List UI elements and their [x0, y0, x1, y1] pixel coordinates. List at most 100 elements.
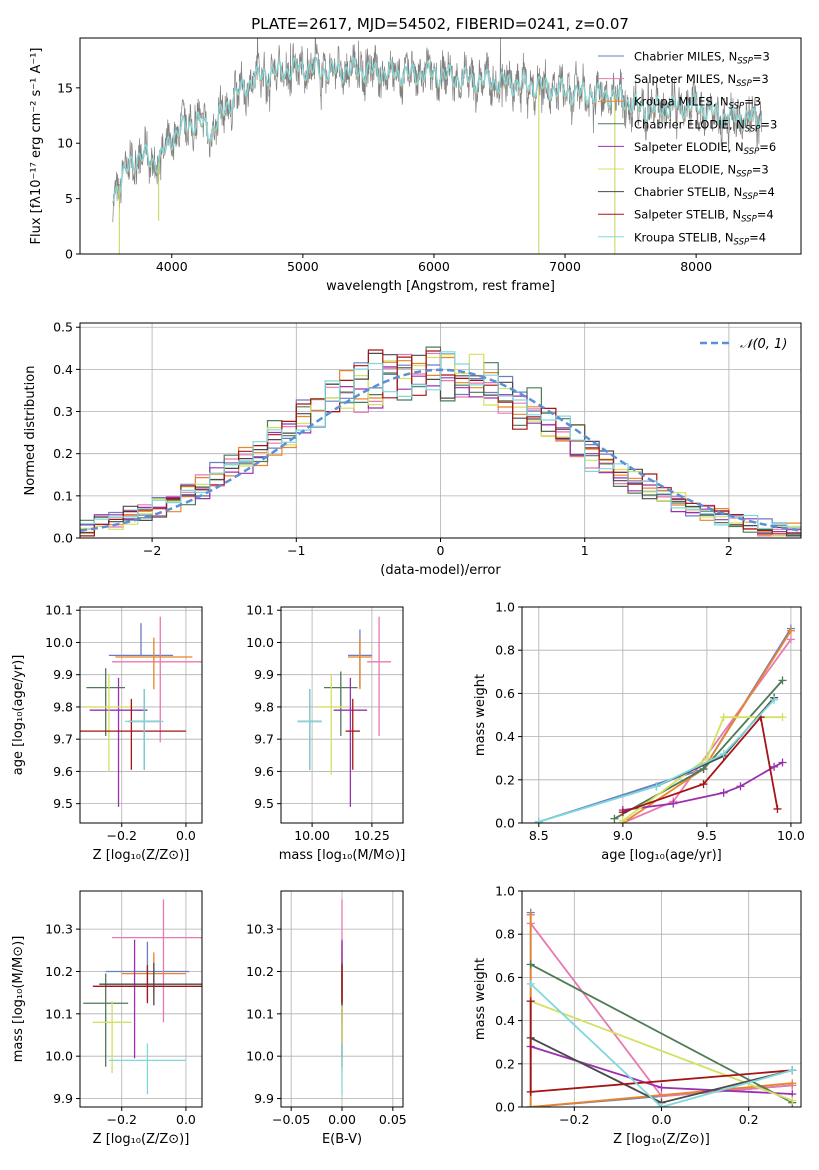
spectrum-ytick-label-0: 0 [65, 247, 73, 262]
residuals-xtick-label-1: −1 [287, 543, 305, 558]
mass-weight-vs-age-xtick-label-2: 9.5 [697, 828, 717, 843]
mass-weight-vs-age-xtick-label-1: 9.0 [613, 828, 633, 843]
age-vs-mass-ytick-label-3: 9.8 [254, 699, 274, 714]
residuals-ylabel: Normed distribution [23, 366, 38, 496]
residuals-xlabel: (data-model)/error [380, 563, 501, 578]
mass-weight-vs-age-plot-area [534, 624, 795, 823]
residuals-gaussian-curve [80, 368, 799, 532]
age-vs-Z-xlabel: Z [log₁₀(Z/Z⊙)] [93, 848, 190, 863]
mass-vs-ebv-xtick-label-1: 0.00 [328, 1112, 356, 1127]
mass-weight-vs-age-axes: 8.5 9.0 9.5 10.0 0.0 0.2 0.4 0.6 0.8 1.0 age [log₁… [473, 600, 805, 864]
age-vs-mass-ytick-label-5: 10.0 [246, 635, 274, 650]
mass-weight-vs-Z-ytick-label-5: 1.0 [495, 884, 515, 899]
mass-vs-Z-ytick-label-0: 9.9 [53, 1091, 73, 1106]
residuals-ytick-label-1: 0.1 [53, 488, 73, 503]
residuals-ytick-label-0: 0.0 [53, 531, 73, 546]
age-vs-mass-ytick-label-2: 9.7 [254, 732, 274, 747]
mass-vs-Z-xtick-label-0: −0.2 [107, 1112, 137, 1127]
mass-vs-ebv-xtick-label-0: −0.05 [272, 1112, 310, 1127]
spectrum-axes: 4000 5000 6000 7000 8000 0 5 10 15 wavelength [An… [29, 37, 802, 294]
mass-weight-vs-Z-xtick-label-2: 0.2 [739, 1112, 759, 1127]
age-vs-Z-ytick-label-1: 9.6 [53, 764, 73, 779]
figure-title: PLATE=2617, MJD=54502, FIBERID=0241, z=0… [251, 15, 629, 33]
mass-weight-vs-age-ytick-label-0: 0.0 [495, 816, 515, 831]
spectrum-ytick-label-1: 5 [65, 191, 73, 206]
age-vs-Z-ytick-label-0: 9.5 [53, 796, 73, 811]
age-vs-Z-ytick-label-6: 10.1 [45, 603, 73, 618]
mass-weight-vs-age-series-4 [622, 761, 783, 811]
mass-vs-ebv-ytick-label-2: 10.1 [246, 1006, 274, 1021]
age-vs-mass-ytick-label-4: 9.9 [254, 667, 274, 682]
spectrum-legend-label-1: Salpeter MILES, NSSP=3 [634, 72, 769, 89]
mass-weight-vs-Z-series-5 [530, 1000, 793, 1102]
mass-vs-Z-xlabel: Z [log₁₀(Z/Z⊙)] [93, 1132, 190, 1147]
spectrum-ytick-label-2: 10 [57, 136, 73, 151]
mass-weight-vs-Z-ytick-label-3: 0.6 [495, 970, 515, 985]
mass-weight-vs-Z-ylabel: mass weight [473, 958, 488, 1040]
age-vs-Z-ytick-label-3: 9.8 [53, 699, 73, 714]
mass-weight-vs-age-xlabel: age [log₁₀(age/yr)] [601, 848, 722, 863]
residuals-legend-label: 𝒩(0, 1) [740, 337, 787, 352]
mass-weight-vs-age-ytick-label-4: 0.8 [495, 643, 515, 658]
spectrum-xtick-label-3: 7000 [549, 259, 581, 274]
spectrum-xlabel: wavelength [Angstrom, rest frame] [326, 279, 555, 294]
mass-weight-vs-age-frame [521, 606, 802, 824]
residuals-ytick-label-2: 0.2 [53, 446, 73, 461]
mass-weight-vs-age-series-5 [622, 716, 783, 822]
mass-vs-Z-ytick-label-4: 10.3 [45, 922, 73, 937]
age-vs-Z-ylabel: age [log₁₀(age/yr)] [11, 655, 26, 776]
mass-weight-vs-Z-xtick-label-0: −0.2 [559, 1112, 589, 1127]
age-vs-mass-ytick-label-6: 10.1 [246, 603, 274, 618]
mass-vs-ebv-xtick-label-2: 0.05 [379, 1112, 407, 1127]
mass-weight-vs-age-xtick-label-0: 8.5 [529, 828, 549, 843]
mass-weight-vs-Z-series-3 [530, 963, 793, 1104]
age-vs-Z-ytick-label-2: 9.7 [53, 732, 73, 747]
age-vs-mass-xtick-label-1: 10.25 [354, 828, 390, 843]
spectrum-ylabel: Flux [fλ10⁻¹⁷ erg cm⁻² s⁻¹ A⁻¹] [29, 48, 44, 245]
mass-weight-vs-age-series-8 [538, 699, 775, 823]
mass-weight-vs-age-xtick-label-3: 10.0 [777, 828, 805, 843]
residuals-ytick-label-5: 0.5 [53, 320, 73, 335]
residuals-xtick-label-2: 0 [437, 543, 445, 558]
spectrum-xtick-label-4: 8000 [680, 259, 712, 274]
spectrum-legend-label-6: Chabrier STELIB, NSSP=4 [634, 185, 775, 202]
spectrum-legend-label-0: Chabrier MILES, NSSP=3 [634, 50, 770, 67]
mass-vs-Z-ylabel: mass [log₁₀(M/M⊙)] [11, 936, 26, 1063]
mass-vs-Z-ytick-label-2: 10.1 [45, 1006, 73, 1021]
age-vs-Z-ytick-label-4: 9.9 [53, 667, 73, 682]
mass-weight-vs-Z-ytick-label-4: 0.8 [495, 927, 515, 942]
mass-vs-Z-axes: −0.2 0.0 9.9 10.0 10.1 10.2 10.3 Z [log₁₀(Z/Z⊙)… [11, 890, 203, 1147]
mass-weight-vs-age-ytick-label-2: 0.4 [495, 729, 515, 744]
age-vs-Z-xtick-label-1: 0.0 [176, 828, 196, 843]
residuals-xtick-label-4: 2 [725, 543, 733, 558]
mass-weight-vs-Z-axes: −0.2 0.0 0.2 0.0 0.2 0.4 0.6 0.8 1.0 Z [log₁₀(Z/Z… [473, 884, 802, 1147]
mass-vs-ebv-axes: −0.05 0.00 0.05 9.9 10.0 10.1 10.2 10.3 E(B-V) [246, 890, 407, 1147]
age-vs-mass-ytick-label-0: 9.5 [254, 796, 274, 811]
spectrum-frame [79, 37, 802, 255]
mass-vs-Z-plot-area [83, 899, 202, 1095]
mass-weight-vs-Z-ytick-label-1: 0.2 [495, 1056, 515, 1071]
age-vs-mass-plot-area [297, 616, 392, 807]
spectrum-plot-area [112, 38, 763, 254]
age-vs-Z-xtick-label-0: −0.2 [107, 828, 137, 843]
mass-vs-Z-xtick-label-1: 0.0 [176, 1112, 196, 1127]
spectrum-model-line-b [112, 56, 763, 203]
spectrum-legend-label-4: Salpeter ELODIE, NSSP=6 [634, 140, 776, 157]
age-vs-mass-xtick-label-0: 10.00 [294, 828, 330, 843]
mass-weight-vs-age-series-7 [622, 715, 779, 814]
spectrum-xtick-label-0: 4000 [156, 259, 188, 274]
residuals-xtick-label-3: 1 [581, 543, 589, 558]
spectrum-legend-label-8: Kroupa STELIB, NSSP=4 [634, 230, 766, 247]
mass-weight-vs-Z-ytick-label-0: 0.0 [495, 1100, 515, 1115]
age-vs-mass-xlabel: mass [log₁₀(M/M⊙)] [279, 848, 406, 863]
age-vs-mass-ytick-label-1: 9.6 [254, 764, 274, 779]
mass-weight-vs-Z-series-8 [530, 983, 793, 1107]
residuals-xtick-label-0: −2 [143, 543, 161, 558]
residuals-ytick-label-4: 0.4 [53, 362, 73, 377]
mass-vs-Z-frame [79, 890, 203, 1108]
residuals-plot-area [80, 346, 801, 537]
mass-vs-Z-ytick-label-3: 10.2 [45, 964, 73, 979]
spectrum-data-line [112, 38, 763, 223]
